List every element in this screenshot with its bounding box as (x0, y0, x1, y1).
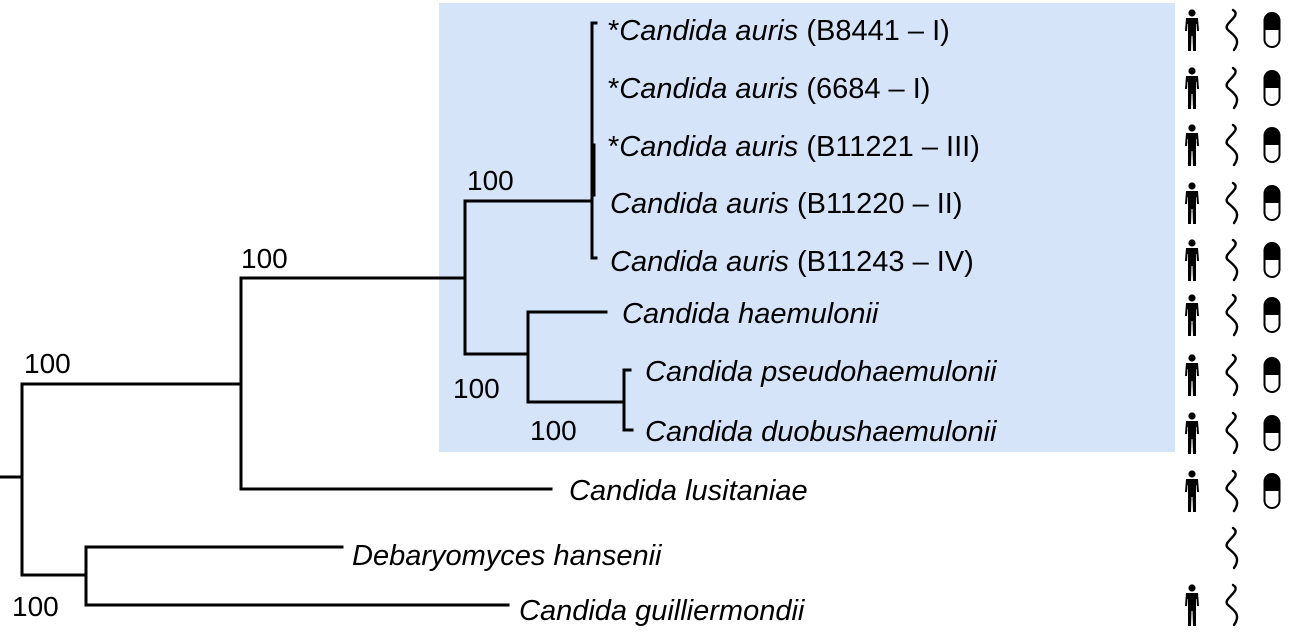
taxon-label: Candida haemulonii (622, 298, 880, 330)
human-figure-icon (1185, 182, 1199, 224)
human-figure-icon (1185, 294, 1199, 336)
bootstrap-haemulonii: 100 (453, 373, 500, 404)
taxon-label: Candida guilliermondii (519, 595, 806, 627)
pill-icon (1263, 185, 1281, 221)
bootstrap-labels: 100 100 100 100 100 100 (12, 165, 577, 622)
worm-icon (1225, 353, 1239, 397)
pill-icon (1263, 297, 1281, 333)
worm-icon (1225, 411, 1239, 455)
pill-icon (1263, 70, 1281, 106)
human-figure-icon (1185, 124, 1199, 166)
human-figure-icon (1185, 239, 1199, 281)
bootstrap-pseudo-duobus: 100 (530, 415, 577, 446)
worm-icon (1225, 469, 1239, 513)
taxon-label: *Candida auris (6684 – I) (608, 73, 930, 105)
worm-icon (1225, 123, 1239, 167)
pill-icon (1263, 473, 1281, 509)
pill-icon (1263, 12, 1281, 48)
pill-icon (1263, 242, 1281, 278)
bootstrap-auris: 100 (467, 165, 514, 196)
worm-icon (1225, 8, 1239, 52)
human-figure-icon (1185, 470, 1199, 512)
bootstrap-root: 100 (24, 348, 71, 379)
worm-icon (1225, 238, 1239, 282)
human-figure-icon (1185, 412, 1199, 454)
bootstrap-node3: 100 (12, 591, 59, 622)
human-figure-icon (1185, 584, 1199, 626)
pill-icon (1263, 415, 1281, 451)
worm-icon (1225, 583, 1239, 627)
taxon-label: Candida auris (B11220 – II) (610, 188, 963, 220)
taxon-label: Candida pseudohaemulonii (645, 356, 998, 388)
tree-branches (0, 21, 634, 607)
pill-icon (1263, 357, 1281, 393)
taxon-label: Candida duobushaemulonii (645, 416, 998, 448)
taxon-labels: *Candida auris (B8441 – I) *Candida auri… (352, 15, 998, 627)
highlighted-clade-box (439, 3, 1175, 452)
worm-icon (1225, 293, 1239, 337)
taxon-label: Candida lusitaniae (569, 475, 808, 507)
human-figure-icon (1185, 67, 1199, 109)
worm-icon (1225, 526, 1239, 570)
human-figure-icon (1185, 9, 1199, 51)
pill-icon (1263, 127, 1281, 163)
taxon-label: Candida auris (B11243 – IV) (610, 246, 974, 278)
taxon-label: *Candida auris (B11221 – III) (608, 131, 980, 163)
worm-icon (1225, 181, 1239, 225)
bootstrap-node1: 100 (241, 243, 288, 274)
human-figure-icon (1185, 354, 1199, 396)
taxon-label: Debaryomyces hansenii (352, 540, 663, 572)
taxon-label: *Candida auris (B8441 – I) (608, 15, 950, 47)
trait-icons (1185, 8, 1281, 627)
worm-icon (1225, 66, 1239, 110)
